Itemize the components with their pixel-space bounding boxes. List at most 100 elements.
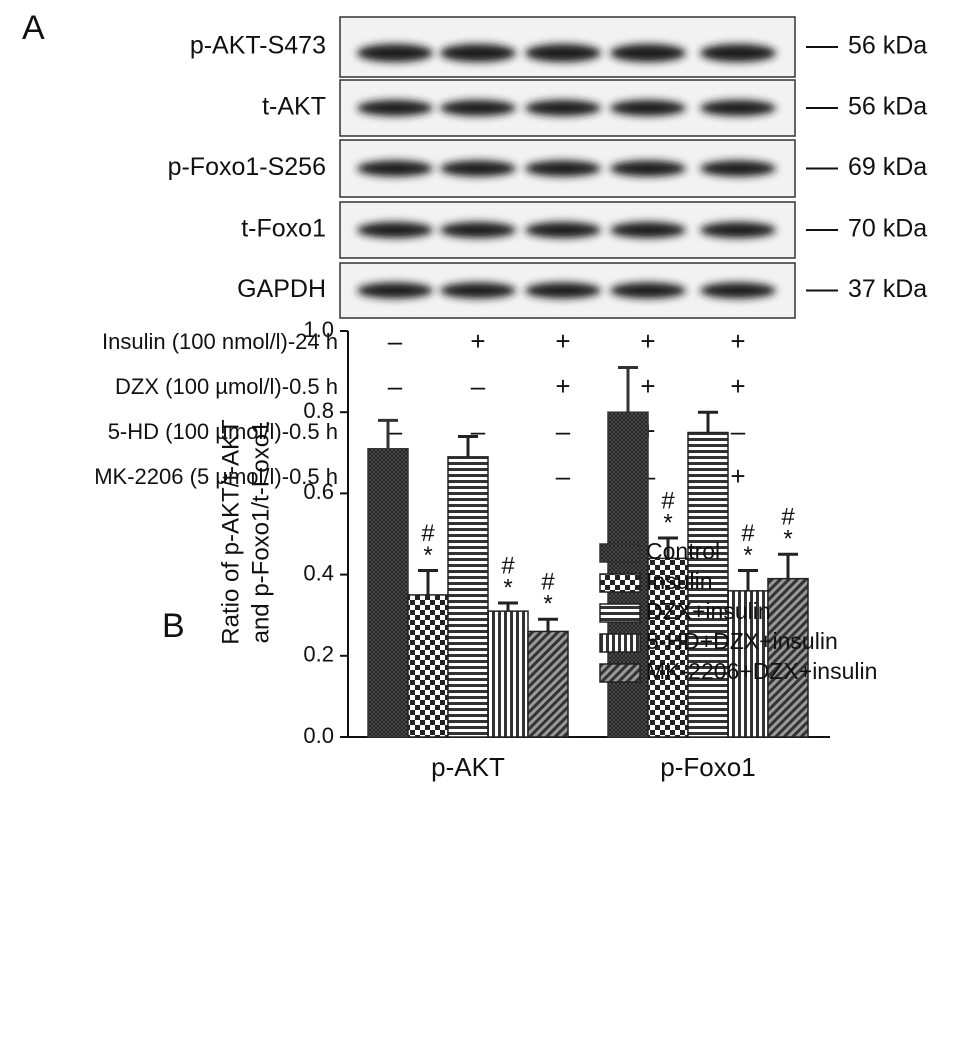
band — [440, 100, 516, 116]
significance-mark: * — [663, 509, 672, 536]
bar — [687, 431, 729, 738]
x-tick-label: p-Foxo1 — [660, 752, 755, 782]
treatment-sign: + — [640, 326, 655, 356]
y-tick-label: 0.4 — [303, 560, 334, 585]
band — [700, 100, 776, 116]
panel-letter: B — [162, 607, 185, 645]
band — [357, 222, 433, 238]
treatment-label: Insulin (100 nmol/l)-24 h — [102, 329, 338, 354]
x-tick-label: p-AKT — [431, 752, 505, 782]
band — [525, 44, 601, 62]
legend-swatch — [599, 543, 641, 563]
bands — [357, 100, 776, 116]
band — [357, 100, 433, 116]
treatment-sign: – — [471, 371, 486, 401]
band — [440, 44, 516, 62]
significance-mark: * — [423, 542, 432, 569]
band — [440, 282, 516, 299]
treatment-label: MK-2206 (5 µmol/l)-0.5 h — [94, 464, 338, 489]
legend-label: MK-2206+DZX+insulin — [646, 658, 877, 684]
band — [610, 222, 686, 238]
kda-label: 37 kDa — [848, 275, 927, 303]
treatment-sign: + — [730, 371, 745, 401]
row-label: p-AKT-S473 — [190, 32, 326, 60]
band — [440, 160, 516, 177]
panel-letter: A — [22, 9, 45, 47]
significance-mark: * — [743, 542, 752, 569]
bar — [447, 456, 489, 738]
band — [357, 160, 433, 177]
significance-mark: # — [421, 520, 435, 547]
band — [357, 44, 433, 62]
treatment-sign: + — [640, 371, 655, 401]
bar — [647, 557, 689, 738]
band — [440, 222, 516, 238]
legend-swatch — [599, 573, 641, 593]
bands — [357, 160, 776, 177]
bar — [487, 610, 529, 738]
band — [525, 160, 601, 177]
bands — [357, 282, 776, 299]
treatment-sign: – — [388, 371, 403, 401]
kda-label: 56 kDa — [848, 32, 927, 60]
treatment-sign: + — [730, 461, 745, 491]
treatment-sign: – — [471, 416, 486, 446]
row-label: GAPDH — [237, 275, 326, 303]
band — [700, 222, 776, 238]
legend-label: Control — [646, 538, 720, 564]
y-tick-label: 0.6 — [303, 479, 334, 504]
legend-swatch — [599, 663, 641, 683]
significance-mark: * — [783, 526, 792, 553]
treatment-sign: + — [555, 326, 570, 356]
legend-label: Insulin — [646, 568, 712, 594]
significance-mark: # — [781, 504, 795, 531]
band — [700, 160, 776, 177]
legend-swatch — [599, 633, 641, 653]
significance-mark: * — [503, 574, 512, 601]
bar — [407, 594, 449, 738]
legend-label: DZX+insulin — [646, 598, 771, 624]
band — [700, 44, 776, 62]
bar — [527, 630, 569, 738]
treatment-sign: – — [556, 416, 571, 446]
treatment-sign: – — [731, 416, 746, 446]
band — [357, 282, 433, 299]
treatment-sign: + — [470, 326, 485, 356]
row-label: t-Foxo1 — [241, 215, 326, 243]
y-axis-label: and p-Foxo1/t-Foxo1 — [247, 421, 274, 644]
significance-mark: # — [541, 569, 555, 596]
band — [525, 100, 601, 116]
significance-mark: * — [543, 591, 552, 618]
treatment-sign: + — [730, 326, 745, 356]
treatment-sign: – — [556, 461, 571, 491]
treatment-sign: + — [555, 371, 570, 401]
row-label: t-AKT — [262, 93, 326, 121]
kda-label: 69 kDa — [848, 153, 927, 181]
y-tick-label: 0.2 — [303, 642, 334, 667]
band — [610, 160, 686, 177]
y-tick-label: 0.8 — [303, 398, 334, 423]
row-label: p-Foxo1-S256 — [168, 153, 326, 181]
band — [700, 282, 776, 299]
legend-label: 5-HD+DZX+insulin — [646, 628, 838, 654]
band — [610, 100, 686, 116]
bar — [727, 590, 769, 738]
significance-mark: # — [501, 552, 515, 579]
bands — [357, 44, 776, 62]
treatment-sign: – — [388, 416, 403, 446]
bar — [767, 577, 809, 738]
band — [525, 282, 601, 299]
kda-label: 56 kDa — [848, 93, 927, 121]
treatment-sign: – — [388, 326, 403, 356]
band — [525, 222, 601, 238]
band — [610, 282, 686, 299]
bands — [357, 222, 776, 238]
y-tick-label: 1.0 — [303, 317, 334, 342]
treatment-label: DZX (100 µmol/l)-0.5 h — [115, 374, 338, 399]
legend-swatch — [599, 603, 641, 623]
significance-mark: # — [661, 487, 675, 514]
y-tick-label: 0.0 — [303, 723, 334, 748]
